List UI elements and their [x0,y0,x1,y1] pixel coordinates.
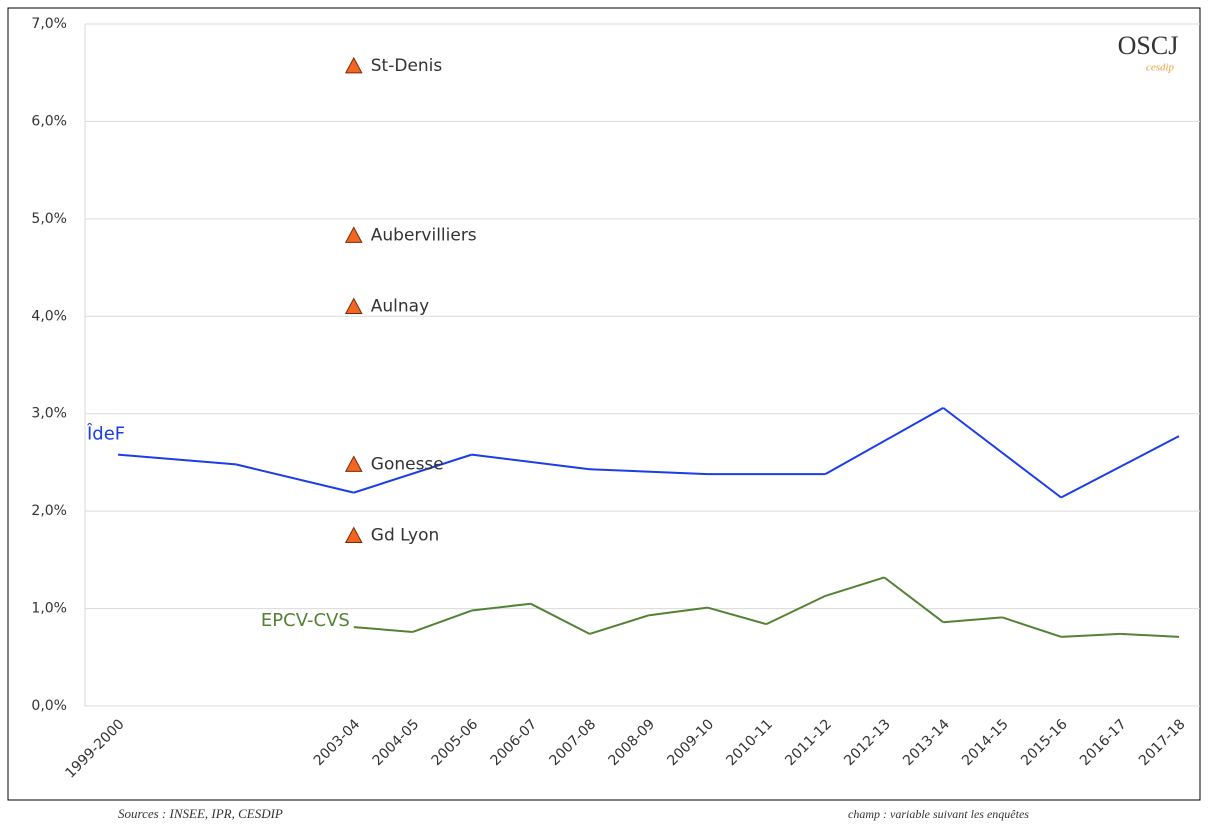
y-tick-label: 7,0% [31,16,67,32]
series-line-segment [589,468,708,476]
marker-triangle [344,297,363,315]
y-tick-label: 1,0% [31,601,67,617]
marker-label: Aubervilliers [371,225,477,245]
x-tick-label: 2005-06 [429,716,482,769]
marker-label: Gonesse [371,454,444,474]
x-tick-label: 2007-08 [547,716,600,769]
marker-label: St-Denis [371,56,443,76]
logo-title: OSCJ [1118,31,1179,60]
y-tick-label: 6,0% [31,113,67,129]
series-label: ÎdeF [86,423,125,445]
series-line-segment [353,626,413,633]
x-tick-label: 2013-14 [900,716,953,769]
series-line-segment [824,406,944,475]
series-line-segment [589,614,649,635]
series-line-segment [707,606,767,626]
series-line-segment [648,606,708,617]
marker-label: Gd Lyon [371,526,440,546]
marker-triangle [344,56,363,74]
source-note: Sources : INSEE, IPR, CESDIP [118,806,283,821]
x-tick-label: 2004-05 [370,716,423,769]
series-line-segment [1061,632,1121,638]
series-line-segment [765,595,826,626]
x-tick-label: 2006-07 [488,716,541,769]
y-tick-label: 4,0% [31,308,67,324]
x-tick-label: 2016-17 [1077,716,1130,769]
series-line-segment [942,407,1062,499]
series-line-segment [883,576,944,624]
series-line-segment [117,453,236,466]
series-label: EPCV-CVS [261,610,350,631]
marker-triangle [344,455,363,472]
series-line-segment [353,453,472,494]
series-line-segment [943,616,1003,624]
series-line-segment [235,463,355,494]
x-tick-label: 2014-15 [959,716,1012,769]
x-tick-label: 2010-11 [723,716,776,769]
series-line-segment [1060,435,1180,499]
y-tick-label: 3,0% [31,406,67,422]
series-line-segment [530,602,591,635]
x-tick-label: 2009-10 [664,716,717,769]
marker-label: Aulnay [371,297,429,317]
series-line-segment [471,602,531,612]
series-line-segment [825,576,885,597]
series-line-segment [412,609,473,633]
series-line-segment [471,453,590,471]
chart-frame [7,7,1201,801]
x-tick-label: 2011-12 [782,716,835,769]
x-tick-label: 2012-13 [841,716,894,769]
x-tick-label: 2008-09 [605,716,658,769]
y-tick-label: 5,0% [31,211,67,227]
x-tick-label: 2003-04 [311,716,364,769]
series-line-segment [1001,616,1062,638]
marker-triangle [344,526,363,543]
logo-subtitle: cesdip [1146,62,1175,74]
marker-triangle [344,226,363,243]
y-tick-label: 2,0% [31,503,67,519]
x-tick-label: 1999-2000 [62,716,127,781]
scope-note: champ : variable suivant les enquêtes [848,807,1029,821]
x-tick-label: 2015-16 [1018,716,1071,769]
series-line-segment [1120,632,1180,638]
x-tick-label: 2017-18 [1136,716,1189,769]
y-tick-label: 0,0% [31,698,67,714]
